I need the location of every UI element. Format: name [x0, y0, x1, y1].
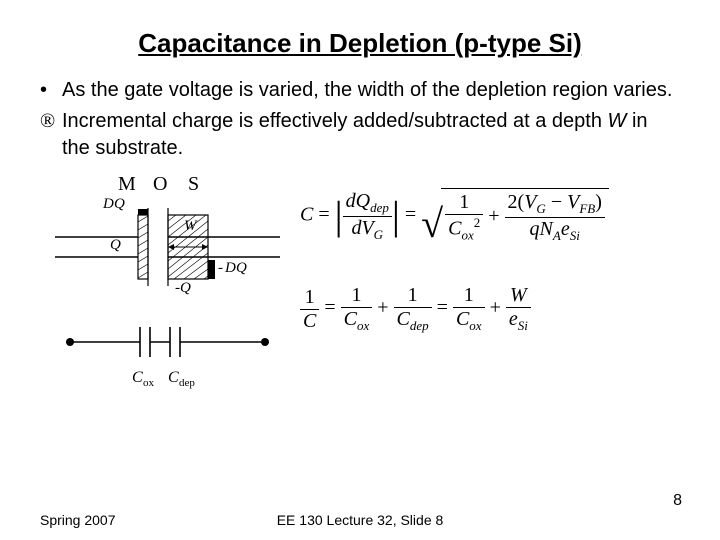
eq1-eps: e: [561, 218, 570, 240]
eq1-dqdep-den-sub: G: [374, 227, 383, 242]
label-dQ-delta: D: [102, 196, 114, 212]
equation-column: C = | dQdep dVG | = √ 1 C: [290, 172, 680, 407]
eq2-eps: e: [509, 308, 518, 330]
eq1-cox-sub: ox: [461, 228, 473, 243]
eq1-N: N: [540, 218, 553, 240]
eq1-vg-sub: G: [536, 201, 545, 216]
label-O: O: [153, 173, 167, 195]
label-minus-dq-q: Q: [236, 260, 247, 276]
eq1-q: q: [530, 218, 540, 240]
slide-title: Capacitance in Depletion (p-type Si): [40, 28, 680, 59]
eq1-dqdep-num-sub: dep: [370, 200, 389, 215]
equation-2: 1 C = 1 Cox + 1 Cdep = 1 Cox: [300, 284, 680, 334]
bullet-2: ® Incremental charge is effectively adde…: [40, 108, 680, 162]
body-text: • As the gate voltage is varied, the wid…: [40, 77, 680, 162]
eq2-cox-sub: ox: [357, 318, 369, 333]
diagram-column: M O S D Q: [40, 172, 290, 407]
label-W: W: [184, 218, 198, 234]
content-row: M O S D Q: [40, 172, 680, 407]
eq2-cox2-sub: ox: [469, 318, 481, 333]
bullet-2-text: Incremental charge is effectively added/…: [62, 108, 680, 162]
label-minus-Q: -Q: [175, 280, 191, 296]
label-minus-dq-delta: D: [224, 260, 236, 276]
label-Cox: C: [132, 369, 143, 386]
label-Q: Q: [110, 237, 121, 253]
eq2-cdep-sub: dep: [410, 318, 429, 333]
bullet-2-var: W: [608, 110, 627, 132]
eq1-dqdep-num: dQ: [346, 190, 370, 212]
bullet-1-mark: •: [40, 77, 62, 104]
eq1-N-sub: A: [553, 228, 561, 243]
footer-left: Spring 2007: [40, 512, 116, 528]
eq2-one1: 1: [300, 286, 319, 310]
label-Cox-sub: ox: [143, 377, 155, 389]
page-number: 8: [673, 492, 682, 510]
bullet-2-pre: Incremental charge is effectively added/…: [62, 110, 608, 132]
label-dQ-Q: Q: [114, 196, 125, 212]
eq2-one3: 1: [394, 284, 432, 308]
eq2-one2: 1: [341, 284, 373, 308]
label-Cdep: C: [168, 369, 179, 386]
bullet-1: • As the gate voltage is varied, the wid…: [40, 77, 680, 104]
capacitor-circuit: [66, 327, 269, 357]
bullet-2-mark: ®: [40, 108, 62, 162]
minus-dq-slab: [208, 260, 215, 279]
equation-1: C = | dQdep dVG | = √ 1 C: [300, 188, 680, 244]
eq1-sq: 2: [474, 215, 481, 230]
bullet-1-text: As the gate voltage is varied, the width…: [62, 77, 680, 104]
slide: Capacitance in Depletion (p-type Si) • A…: [0, 0, 720, 540]
eq2-cdep: C: [397, 308, 410, 330]
eq2-C: C: [300, 310, 319, 333]
eq2-W: W: [506, 284, 531, 308]
eq1-vfb-sub: FB: [579, 201, 595, 216]
eq1-cox: C: [448, 218, 461, 240]
eq2-one4: 1: [453, 284, 485, 308]
eq2-cox: C: [344, 308, 357, 330]
eq1-two: 2: [508, 191, 518, 213]
eq1-C: C: [300, 204, 313, 226]
eq2-eps-sub: Si: [518, 318, 528, 333]
eq1-eps-sub: Si: [570, 228, 580, 243]
eq1-vg: V: [524, 191, 536, 213]
eq2-cox2: C: [456, 308, 469, 330]
eq1-one1: 1: [445, 191, 483, 215]
label-Cdep-sub: dep: [179, 377, 195, 389]
eq1-vfb: V: [567, 191, 579, 213]
mos-diagram: M O S D Q: [40, 172, 290, 407]
label-M: M: [118, 173, 136, 195]
dq-left-cap: [138, 209, 148, 215]
footer-center: EE 130 Lecture 32, Slide 8: [277, 512, 444, 528]
eq1-dqdep-den: dV: [351, 217, 373, 239]
label-S: S: [188, 173, 199, 195]
label-minus-dq-dash: -: [218, 260, 223, 276]
